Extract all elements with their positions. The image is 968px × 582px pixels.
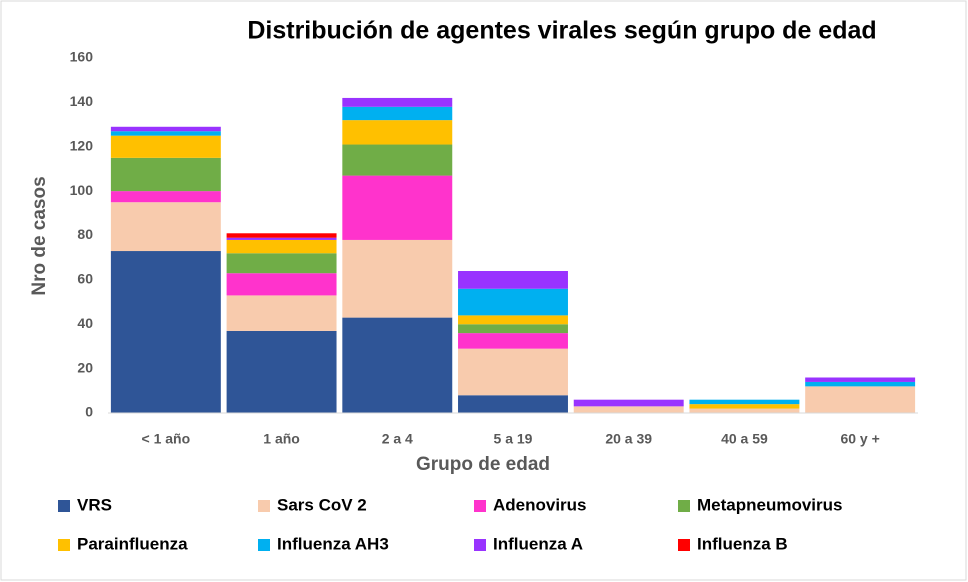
- legend-swatch: [258, 539, 270, 551]
- bar-segment: [689, 399, 800, 405]
- bar-segment: [342, 317, 453, 413]
- y-tick-label: 60: [77, 271, 93, 287]
- y-tick-label: 0: [85, 404, 93, 420]
- legend-label: VRS: [77, 495, 112, 514]
- bar-segment: [458, 333, 568, 349]
- bar-segment: [226, 273, 337, 296]
- legend-swatch: [58, 539, 70, 551]
- y-tick-label: 120: [70, 137, 94, 153]
- x-axis-label: Grupo de edad: [416, 454, 550, 475]
- bar-segment: [110, 126, 221, 132]
- legend-label: Influenza A: [493, 534, 583, 553]
- legend-label: Influenza B: [697, 534, 788, 553]
- legend-swatch: [474, 500, 486, 512]
- bar-segment: [458, 348, 568, 396]
- bar-segment: [342, 106, 453, 121]
- y-axis-label: Nro de casos: [29, 176, 50, 295]
- bar-segment: [458, 395, 568, 413]
- x-tick-label: 5 a 19: [494, 431, 533, 447]
- x-tick-label: 2 a 4: [382, 431, 413, 447]
- bar-segment: [689, 408, 800, 413]
- legend-label: Influenza AH3: [277, 534, 389, 553]
- x-tick-label: 20 a 39: [605, 431, 652, 447]
- bar-segment: [805, 381, 916, 387]
- bar-segment: [689, 404, 800, 409]
- y-tick-label: 160: [70, 49, 94, 65]
- bar-segment: [458, 288, 568, 316]
- y-tick-label: 140: [70, 93, 94, 109]
- x-tick-label: 40 a 59: [721, 431, 768, 447]
- legend-swatch: [58, 500, 70, 512]
- bar-segment: [458, 315, 568, 325]
- legend-swatch: [678, 539, 690, 551]
- x-tick-label: < 1 año: [142, 431, 191, 447]
- bar-segment: [342, 239, 453, 318]
- legend-swatch: [474, 539, 486, 551]
- bar-segment: [342, 120, 453, 145]
- bar-segment: [226, 330, 337, 413]
- bar-segment: [226, 237, 337, 240]
- bar-segment: [110, 191, 221, 203]
- y-tick-label: 80: [77, 226, 93, 242]
- bar-segment: [226, 295, 337, 331]
- bar-segment: [110, 131, 221, 136]
- x-tick-label: 60 y +: [840, 431, 879, 447]
- legend-swatch: [258, 500, 270, 512]
- legend-swatch: [678, 500, 690, 512]
- x-tick-label: 1 año: [263, 431, 300, 447]
- bar-segment: [110, 202, 221, 252]
- bar-segment: [226, 239, 337, 254]
- bar-segment: [458, 271, 568, 289]
- bar-segment: [110, 251, 221, 413]
- y-tick-label: 20: [77, 359, 93, 375]
- bar-segment: [573, 399, 684, 407]
- bar-segment: [342, 175, 453, 240]
- legend-label: Parainfluenza: [77, 534, 188, 553]
- bar-segment: [110, 135, 221, 158]
- y-tick-label: 40: [77, 315, 93, 331]
- bar-segment: [226, 233, 337, 238]
- bar-segment: [805, 377, 916, 382]
- bar-segment: [458, 324, 568, 334]
- bar-segment: [805, 386, 916, 413]
- bar-segment: [110, 157, 221, 192]
- legend-label: Adenovirus: [493, 495, 587, 514]
- legend-label: Sars CoV 2: [277, 495, 367, 514]
- bar-segment: [342, 144, 453, 176]
- y-tick-label: 100: [70, 182, 94, 198]
- bar-segment: [342, 97, 453, 107]
- legend-label: Metapneumovirus: [697, 495, 842, 514]
- chart-title: Distribución de agentes virales según gr…: [247, 17, 876, 45]
- bar-segment: [226, 253, 337, 274]
- bar-segment: [573, 406, 684, 413]
